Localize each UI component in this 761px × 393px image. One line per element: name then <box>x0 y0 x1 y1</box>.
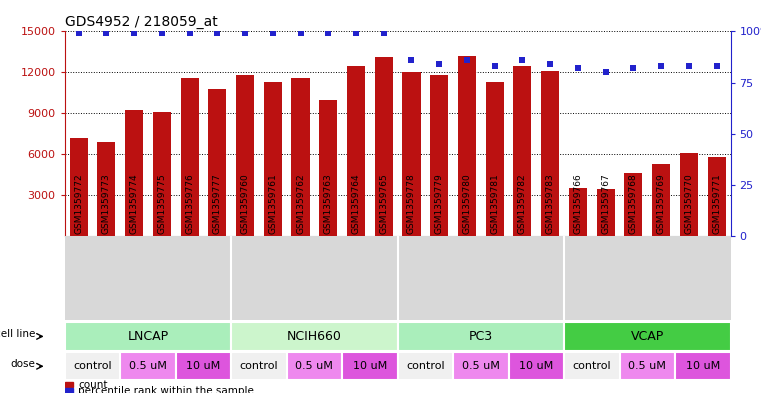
Bar <box>347 66 365 236</box>
Bar <box>625 173 642 236</box>
Bar <box>176 352 231 380</box>
Point <box>517 57 529 63</box>
Point <box>461 57 473 63</box>
Point <box>572 65 584 72</box>
Bar <box>508 352 564 380</box>
Text: VCAP: VCAP <box>631 330 664 343</box>
Bar <box>652 163 670 236</box>
Bar <box>120 352 176 380</box>
Text: count: count <box>78 380 107 390</box>
Bar <box>430 75 448 236</box>
Point <box>322 30 334 37</box>
Bar <box>619 352 675 380</box>
Bar <box>597 189 615 236</box>
Bar <box>291 78 310 236</box>
Bar <box>397 322 564 351</box>
Text: LNCAP: LNCAP <box>127 330 168 343</box>
Point <box>489 63 501 69</box>
Bar <box>403 72 421 236</box>
Bar <box>564 322 731 351</box>
Bar <box>320 99 337 236</box>
Text: 10 uM: 10 uM <box>186 361 221 371</box>
Point <box>239 30 251 37</box>
Point <box>655 63 667 69</box>
Bar <box>541 71 559 236</box>
Point <box>100 30 113 37</box>
Point <box>627 65 639 72</box>
Bar <box>209 89 226 236</box>
Point <box>711 63 723 69</box>
Bar <box>569 188 587 236</box>
Point <box>600 69 612 75</box>
Text: 0.5 uM: 0.5 uM <box>129 361 167 371</box>
Text: control: control <box>572 361 611 371</box>
Bar <box>397 352 453 380</box>
Bar <box>264 82 282 236</box>
Bar <box>65 352 120 380</box>
Point <box>544 61 556 67</box>
Bar <box>453 352 508 380</box>
Bar <box>65 388 73 393</box>
Bar <box>342 352 397 380</box>
Text: NCIH660: NCIH660 <box>287 330 342 343</box>
Bar <box>231 322 397 351</box>
Text: PC3: PC3 <box>469 330 493 343</box>
Text: 10 uM: 10 uM <box>353 361 387 371</box>
Point <box>72 30 84 37</box>
Text: GDS4952 / 218059_at: GDS4952 / 218059_at <box>65 15 218 29</box>
Point <box>156 30 168 37</box>
Text: 0.5 uM: 0.5 uM <box>295 361 333 371</box>
Bar <box>564 352 619 380</box>
Bar <box>153 112 170 236</box>
Point <box>683 63 695 69</box>
Point <box>406 57 418 63</box>
Bar <box>65 382 73 387</box>
Bar <box>69 138 88 236</box>
Bar <box>65 322 231 351</box>
Bar <box>97 142 116 236</box>
Bar <box>231 352 287 380</box>
Point <box>183 30 196 37</box>
Bar <box>514 66 531 236</box>
Point <box>128 30 140 37</box>
Text: 0.5 uM: 0.5 uM <box>629 361 667 371</box>
Bar <box>125 110 143 236</box>
Text: control: control <box>406 361 444 371</box>
Text: 0.5 uM: 0.5 uM <box>462 361 500 371</box>
Bar <box>180 78 199 236</box>
Bar <box>458 56 476 236</box>
Point <box>377 30 390 37</box>
Bar <box>675 352 731 380</box>
Text: control: control <box>240 361 279 371</box>
Bar <box>236 75 254 236</box>
Point <box>433 61 445 67</box>
Bar <box>287 352 342 380</box>
Bar <box>708 157 726 236</box>
Bar <box>680 153 698 236</box>
Point <box>295 30 307 37</box>
Text: 10 uM: 10 uM <box>686 361 720 371</box>
Text: dose: dose <box>11 359 36 369</box>
Text: percentile rank within the sample: percentile rank within the sample <box>78 386 254 393</box>
Point <box>350 30 362 37</box>
Text: 10 uM: 10 uM <box>519 361 553 371</box>
Text: control: control <box>73 361 112 371</box>
Bar <box>486 82 504 236</box>
Text: cell line: cell line <box>0 329 36 339</box>
Point <box>266 30 279 37</box>
Bar <box>374 57 393 236</box>
Point <box>212 30 224 37</box>
